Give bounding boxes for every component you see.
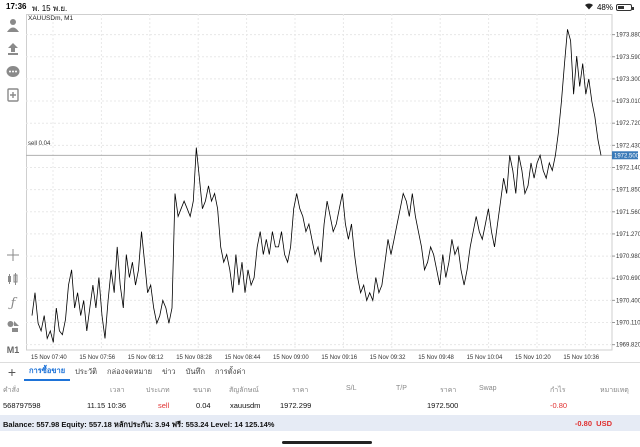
tab-news[interactable]: ข่าว xyxy=(162,367,176,376)
current-price-cell: 1972.500 xyxy=(427,401,459,410)
x-tick-label: 15 Nov 10:04 xyxy=(467,355,503,361)
y-tick-label: 1970.980 xyxy=(616,254,640,260)
x-tick-label: 15 Nov 07:56 xyxy=(79,355,115,361)
y-tick-label: 1972.430 xyxy=(616,143,640,149)
column-header: ราคา xyxy=(292,387,309,394)
tab-history[interactable]: ประวัติ xyxy=(75,367,98,376)
x-tick-label: 15 Nov 08:28 xyxy=(176,355,212,361)
x-tick-label: 15 Nov 10:36 xyxy=(563,355,599,361)
tab-journal[interactable]: บันทึก xyxy=(185,367,206,376)
tab-trade[interactable]: การซื้อขาย xyxy=(24,363,71,381)
y-tick-label: 1970.110 xyxy=(616,321,640,327)
table-header: คำสั่ง เวลา ประเภท ขนาด สัญลักษณ์ ราคา S… xyxy=(0,383,640,395)
current-price-label: 1972.500 xyxy=(614,153,640,159)
column-header: กำไร xyxy=(550,387,566,394)
y-tick-label: 1973.010 xyxy=(616,99,640,105)
y-tick-label: 1973.300 xyxy=(616,77,640,83)
type-cell: sell xyxy=(158,401,170,410)
tab-settings[interactable]: การตั้งค่า xyxy=(215,367,246,376)
column-header: หมายเหตุ xyxy=(600,387,629,394)
y-tick-label: 1971.850 xyxy=(616,188,640,194)
share-icon[interactable] xyxy=(4,40,22,58)
tab-bar: + การซื้อขาย ประวัติ กล่องจดหมาย ข่าว บั… xyxy=(0,363,640,381)
ticket-cell: 568797598 xyxy=(3,401,41,410)
candle-icon[interactable] xyxy=(4,270,22,288)
status-date: พ. 15 พ.ย. xyxy=(32,4,68,13)
profit-cell: -0.80 xyxy=(550,401,568,410)
x-tick-label: 15 Nov 09:16 xyxy=(321,355,357,361)
x-tick-label: 15 Nov 07:40 xyxy=(31,355,67,361)
size-cell: 0.04 xyxy=(196,401,211,410)
crosshair-icon[interactable] xyxy=(4,246,22,264)
column-header: ขนาด xyxy=(193,387,212,394)
y-tick-label: 1969.820 xyxy=(616,343,640,349)
price-chart[interactable]: 1973.880 1973.590 1973.300 1973.010 1972.720… xyxy=(26,14,640,362)
x-tick-label: 15 Nov 09:00 xyxy=(273,355,309,361)
add-icon[interactable]: + xyxy=(7,364,17,380)
x-tick-label: 15 Nov 08:44 xyxy=(225,355,261,361)
status-indicators: 48% xyxy=(584,2,634,12)
status-bar: 17:36 พ. 15 พ.ย. 48% xyxy=(0,0,640,14)
column-header: ราคา xyxy=(440,387,457,394)
y-tick-label: 1970.400 xyxy=(616,298,640,304)
table-row[interactable]: 568797598 11.15 10:36 sell 0.04 xauusdm … xyxy=(0,399,640,413)
open-price-cell: 1972.299 xyxy=(280,401,312,410)
plot-frame xyxy=(26,14,613,351)
column-header: T/P xyxy=(396,385,407,392)
total-profit: -0.80 xyxy=(574,419,592,428)
x-tick-label: 15 Nov 09:48 xyxy=(418,355,454,361)
tab-mailbox[interactable]: กล่องจดหมาย xyxy=(107,367,153,376)
y-tick-label: 1970.690 xyxy=(616,276,640,282)
column-header: Swap xyxy=(479,385,497,392)
wifi-icon xyxy=(584,2,594,12)
y-tick-label: 1972.720 xyxy=(616,121,640,127)
balance-summary: Balance: 557.98 Equity: 557.18 หลักประกั… xyxy=(3,420,275,429)
order-line-label: sell 0.04 xyxy=(28,141,51,147)
left-toolbar: ƒ M1 xyxy=(0,14,26,362)
chart-symbol-label: XAUUSDm, M1 xyxy=(28,15,74,22)
bottom-panel: + การซื้อขาย ประวัติ กล่องจดหมาย ข่าว บั… xyxy=(0,362,640,447)
balance-bar: Balance: 557.98 Equity: 557.18 หลักประกั… xyxy=(0,415,640,431)
y-tick-label: 1972.140 xyxy=(616,165,640,171)
x-tick-label: 15 Nov 08:12 xyxy=(128,355,164,361)
home-indicator xyxy=(282,441,372,444)
person-icon[interactable] xyxy=(4,16,22,34)
objects-icon[interactable] xyxy=(4,317,22,335)
column-header: S/L xyxy=(346,385,357,392)
price-series-line xyxy=(31,29,602,343)
column-header: ประเภท xyxy=(146,387,170,394)
add-page-icon[interactable] xyxy=(4,86,22,104)
timeframe-button[interactable]: M1 xyxy=(6,345,20,355)
column-header: สัญลักษณ์ xyxy=(229,387,259,394)
battery-icon xyxy=(616,3,634,11)
battery-fill xyxy=(618,5,625,9)
status-time: 17:36 xyxy=(6,2,27,11)
symbol-cell: xauusdm xyxy=(230,401,261,410)
y-tick-label: 1973.590 xyxy=(616,55,640,61)
y-tick-label: 1971.560 xyxy=(616,210,640,216)
battery-percent: 48% xyxy=(596,2,613,12)
account-currency: USD xyxy=(596,419,612,428)
x-tick-label: 15 Nov 09:32 xyxy=(370,355,406,361)
column-header: เวลา xyxy=(110,387,125,394)
y-tick-label: 1973.880 xyxy=(616,33,640,39)
column-header: คำสั่ง xyxy=(3,387,20,394)
chat-icon[interactable] xyxy=(4,63,22,81)
x-tick-label: 15 Nov 10:20 xyxy=(515,355,551,361)
time-cell: 11.15 10:36 xyxy=(87,401,127,410)
current-price-box xyxy=(612,151,638,160)
y-tick-label: 1971.270 xyxy=(616,232,640,238)
chart-canvas[interactable]: 1973.880 1973.590 1973.300 1973.010 1972.720… xyxy=(26,14,640,362)
function-icon[interactable]: ƒ xyxy=(10,295,16,311)
